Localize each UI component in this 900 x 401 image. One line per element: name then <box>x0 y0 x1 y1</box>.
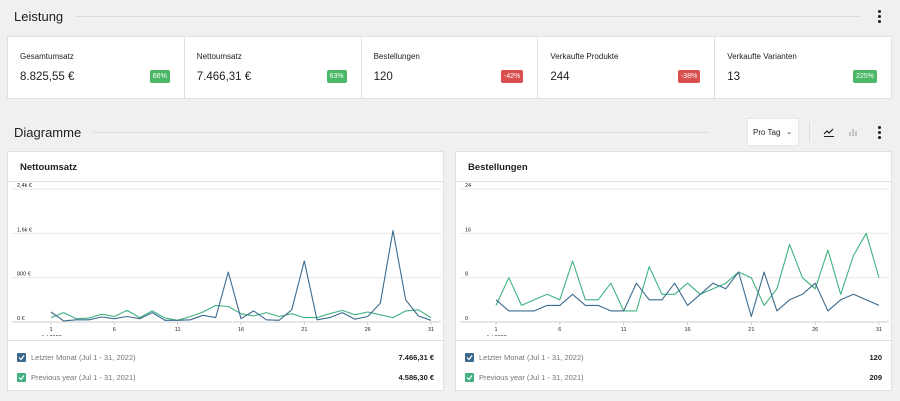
stat-value: 8.825,55 € <box>20 71 75 83</box>
divider <box>8 340 443 341</box>
x-tick-label: 21 <box>748 327 754 333</box>
series-line-previous <box>495 232 880 312</box>
delta-badge: 66% <box>149 70 170 83</box>
performance-title: Leistung <box>14 8 64 24</box>
divider <box>809 122 810 142</box>
y-tick-label: 8 <box>465 272 468 278</box>
divider <box>456 181 891 182</box>
chart-card-net-sales: Nettoumsatz 0 €800 €1,6k €2,4k €1 6 11 16 21… <box>7 151 444 391</box>
delta-badge: -38% <box>677 70 701 83</box>
stat-value: 7.466,31 € <box>196 71 252 83</box>
stat-card-net-sales[interactable]: Nettoumsatz 7.466,31 € 63% <box>185 37 362 98</box>
legend-value: 4.586,30 € <box>398 372 434 382</box>
legend-row-current[interactable]: Letzter Monat (Jul 1 - 31, 2022) 120 <box>465 350 882 364</box>
legend-row-current[interactable]: Letzter Monat (Jul 1 - 31, 2022) 7.466,3… <box>17 350 434 364</box>
x-tick-label: 16 <box>238 327 244 333</box>
interval-select-value: Pro Tag <box>753 127 781 137</box>
y-tick-label: 0 <box>465 316 468 322</box>
checkbox-checked-icon[interactable] <box>17 372 26 382</box>
y-tick-label: 24 <box>465 183 471 189</box>
checkbox-checked-icon[interactable] <box>465 372 474 382</box>
legend-label: Previous year (Jul 1 - 31, 2021) <box>479 372 584 382</box>
x-tick-label: 1 <box>494 327 497 333</box>
x-tick-label: 1 <box>49 327 52 333</box>
charts-header: Diagramme <box>14 122 720 142</box>
legend-row-previous[interactable]: Previous year (Jul 1 - 31, 2021) 4.586,3… <box>17 370 434 384</box>
checkbox-checked-icon[interactable] <box>17 352 26 362</box>
x-tick-label: 26 <box>812 327 818 333</box>
stat-label: Nettoumsatz <box>196 52 242 61</box>
stat-label: Bestellungen <box>373 52 420 61</box>
legend-value: 7.466,31 € <box>398 352 434 362</box>
checkbox-checked-icon[interactable] <box>465 352 474 362</box>
x-tick-label: 21 <box>301 327 307 333</box>
legend-value: 209 <box>869 372 882 382</box>
stat-card-gross-sales[interactable]: Gesamtumsatz 8.825,55 € 66% <box>8 37 185 98</box>
stat-label: Gesamtumsatz <box>20 52 74 61</box>
chart-controls: Pro Tag ⌄ <box>747 118 886 146</box>
y-tick-label: 0 € <box>17 316 25 322</box>
stat-card-variations-sold[interactable]: Verkaufte Varianten 13 225% <box>715 37 891 98</box>
divider <box>456 340 891 341</box>
series-line-previous <box>50 304 432 321</box>
x-tick-label: 16 <box>684 327 690 333</box>
y-tick-label: 1,6k € <box>17 227 32 233</box>
performance-header: Leistung <box>14 6 886 26</box>
chart-title: Bestellungen <box>468 162 528 173</box>
legend-label: Letzter Monat (Jul 1 - 31, 2022) <box>479 352 584 362</box>
stat-value: 244 <box>550 71 570 83</box>
stats-row: Gesamtumsatz 8.825,55 € 66% Nettoumsatz … <box>7 36 892 99</box>
series-line-current <box>495 271 880 318</box>
divider <box>8 181 443 182</box>
stat-card-orders[interactable]: Bestellungen 120 -42% <box>362 37 539 98</box>
delta-badge: 63% <box>326 70 347 83</box>
stat-value: 120 <box>373 71 393 83</box>
stat-card-products-sold[interactable]: Verkaufte Produkte 244 -38% <box>538 37 716 98</box>
delta-badge: 225% <box>853 70 877 83</box>
orders-chart: 081624161116212631Jul 2022 <box>460 183 889 336</box>
divider <box>75 15 860 17</box>
delta-badge: -42% <box>501 70 524 83</box>
net-sales-chart: 0 €800 €1,6k €2,4k €161116212631Jul 2022 <box>12 183 441 336</box>
y-tick-label: 800 € <box>17 272 31 278</box>
more-vertical-icon[interactable] <box>872 6 886 26</box>
interval-select[interactable]: Pro Tag ⌄ <box>747 118 799 146</box>
chart-card-orders: Bestellungen 081624161116212631Jul 2022 … <box>455 151 892 391</box>
x-tick-label: 31 <box>428 327 434 333</box>
charts-title: Diagramme <box>14 124 82 140</box>
y-tick-label: 16 <box>465 227 471 233</box>
legend-value: 120 <box>869 352 882 362</box>
x-tick-label: 26 <box>365 327 371 333</box>
x-axis-sublabel: Jul 2022 <box>41 335 62 336</box>
legend-label: Letzter Monat (Jul 1 - 31, 2022) <box>31 352 136 362</box>
stat-value: 13 <box>727 71 740 83</box>
legend-row-previous[interactable]: Previous year (Jul 1 - 31, 2021) 209 <box>465 370 882 384</box>
stat-label: Verkaufte Produkte <box>550 52 619 61</box>
more-vertical-icon[interactable] <box>872 122 886 142</box>
stat-label: Verkaufte Varianten <box>727 52 797 61</box>
x-axis-sublabel: Jul 2022 <box>486 335 507 336</box>
x-tick-label: 6 <box>113 327 116 333</box>
x-tick-label: 6 <box>558 327 561 333</box>
x-tick-label: 11 <box>621 327 627 333</box>
series-line-current <box>50 230 432 322</box>
chart-title: Nettoumsatz <box>20 162 78 173</box>
chevron-down-icon: ⌄ <box>786 129 792 136</box>
y-tick-label: 2,4k € <box>17 183 32 189</box>
legend-label: Previous year (Jul 1 - 31, 2021) <box>31 372 136 382</box>
x-tick-label: 11 <box>175 327 181 333</box>
line-chart-icon[interactable] <box>820 123 838 141</box>
bar-chart-icon[interactable] <box>844 123 862 141</box>
divider <box>93 131 708 133</box>
x-tick-label: 31 <box>876 327 882 333</box>
